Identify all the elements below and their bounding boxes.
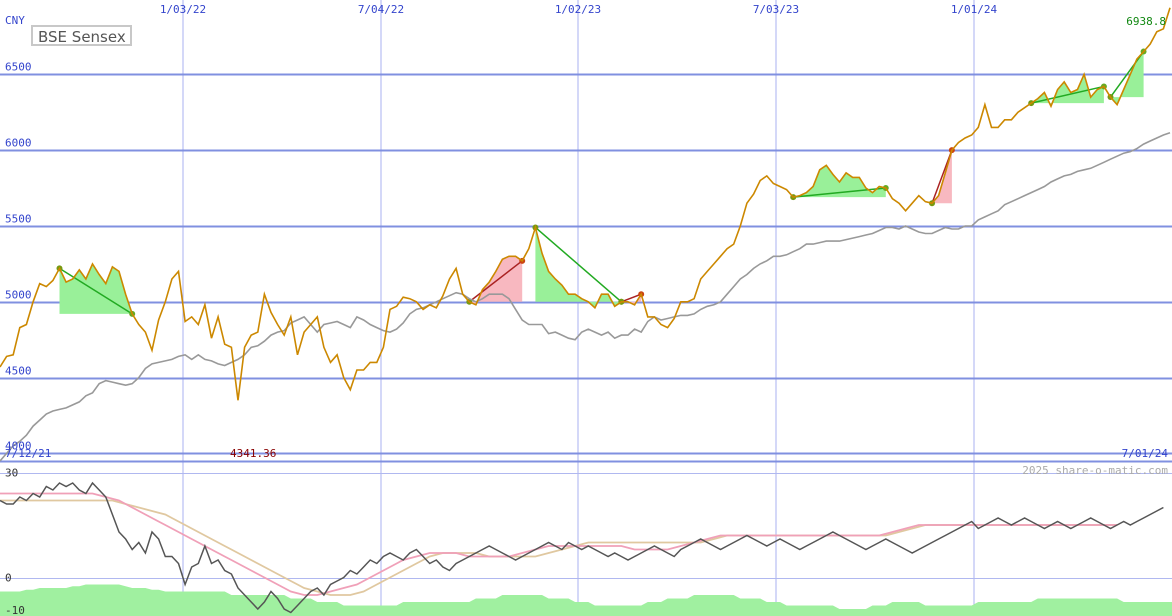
volume-area-fill bbox=[0, 584, 1172, 616]
x-tick-label: 7/03/23 bbox=[753, 3, 799, 16]
trend-patterns bbox=[56, 48, 1147, 317]
low-value-label: 4341.36 bbox=[230, 447, 276, 460]
y-tick-label: 4500 bbox=[5, 365, 32, 378]
uptrend-fill bbox=[1031, 74, 1104, 107]
x-tick-label: 1/02/23 bbox=[555, 3, 601, 16]
x-end-label: 7/01/24 bbox=[1122, 447, 1169, 460]
price-line bbox=[0, 7, 1171, 401]
currency-label: CNY bbox=[5, 14, 25, 27]
downtrend-line bbox=[621, 293, 642, 303]
y-tick-label: 6000 bbox=[5, 137, 32, 150]
uptrend-fill bbox=[59, 263, 133, 314]
x-tick-label: 7/04/22 bbox=[358, 3, 404, 16]
oscillator-tick-label: -10 bbox=[5, 604, 25, 616]
y-tick-label: 6500 bbox=[5, 61, 32, 74]
oscillator-tick-label: 30 bbox=[5, 467, 18, 480]
uptrend-line bbox=[534, 226, 622, 303]
uptrend-line bbox=[59, 267, 133, 315]
uptrend-fill bbox=[535, 227, 622, 308]
axis-labels: 1/03/22 7/04/22 1/02/23 7/03/23 1/01/24 4000 4… bbox=[5, 3, 1168, 616]
last-value-label: 6938.8 bbox=[1126, 15, 1166, 28]
uptrend-line bbox=[1031, 85, 1105, 104]
oscillator-line bbox=[0, 481, 1164, 614]
fast-average-line bbox=[0, 492, 1118, 596]
y-tick-label: 5000 bbox=[5, 289, 32, 302]
chart-title: BSE Sensex bbox=[31, 25, 132, 46]
y-tick-label: 5500 bbox=[5, 213, 32, 226]
x-tick-label: 1/01/24 bbox=[951, 3, 998, 16]
oscillator-tick-label: 0 bbox=[5, 572, 12, 585]
uptrend-line bbox=[793, 187, 886, 198]
watermark: 2025 share-o-matic.com bbox=[1022, 464, 1168, 477]
x-tick-label: 1/03/22 bbox=[160, 3, 206, 16]
downtrend-fill bbox=[932, 150, 952, 204]
volume-area bbox=[0, 584, 1172, 616]
uptrend-fill bbox=[1110, 51, 1144, 105]
series-lines bbox=[0, 7, 1171, 614]
x-start-label: 7/12/21 bbox=[5, 447, 51, 460]
uptrend-line bbox=[1109, 51, 1145, 98]
y-tick-label: 4000 bbox=[5, 440, 32, 453]
downtrend-line bbox=[468, 260, 523, 303]
comparison-line bbox=[0, 131, 1171, 462]
uptrend-fill bbox=[793, 165, 886, 198]
